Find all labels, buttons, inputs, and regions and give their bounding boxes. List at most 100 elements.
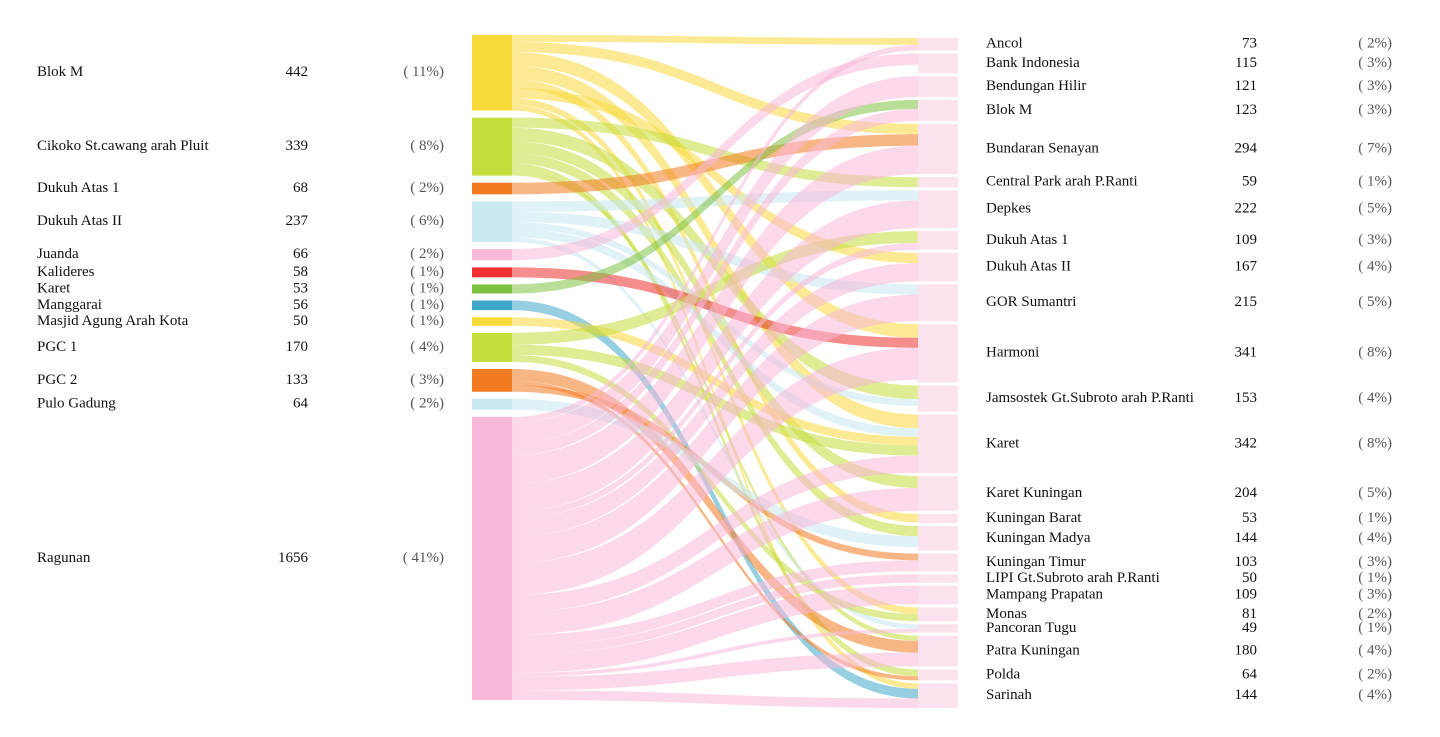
right-node — [918, 231, 958, 250]
link — [512, 574, 918, 655]
right-share: ( 4%) — [1358, 642, 1392, 658]
left-value: 56 — [293, 297, 309, 313]
link — [512, 488, 918, 635]
right-value: 53 — [1242, 510, 1257, 526]
right-name: Kuningan Barat — [986, 510, 1082, 526]
right-share: ( 8%) — [1358, 435, 1392, 451]
right-name: Patra Kuningan — [986, 642, 1080, 658]
right-node — [918, 526, 958, 551]
link — [512, 242, 918, 519]
left-value: 58 — [293, 264, 308, 280]
right-node — [918, 574, 958, 583]
right-name: Mampang Prapatan — [986, 587, 1104, 603]
link — [512, 108, 918, 456]
right-node — [918, 190, 958, 229]
right-name: GOR Sumantri — [986, 294, 1076, 310]
link — [512, 76, 918, 444]
right-value: 144 — [1235, 687, 1258, 703]
right-name: LIPI Gt.Subroto arah P.Ranti — [986, 570, 1160, 586]
right-share: ( 7%) — [1358, 140, 1392, 156]
left-value: 339 — [286, 138, 309, 154]
left-node — [472, 201, 512, 242]
right-value: 123 — [1235, 102, 1258, 118]
right-value: 167 — [1235, 259, 1258, 275]
right-value: 109 — [1235, 587, 1258, 603]
left-node — [472, 267, 512, 278]
right-name: Harmoni — [986, 345, 1039, 361]
left-value: 133 — [286, 372, 309, 388]
right-share: ( 4%) — [1358, 390, 1392, 406]
right-name: Sarinah — [986, 687, 1032, 703]
right-node — [918, 476, 958, 511]
right-value: 180 — [1235, 642, 1258, 658]
right-name: Ancol — [986, 36, 1023, 52]
left-name: Masjid Agung Arah Kota — [37, 313, 189, 329]
left-value: 66 — [293, 246, 309, 262]
right-share: ( 4%) — [1358, 259, 1392, 275]
right-name: Bank Indonesia — [986, 55, 1080, 71]
left-name: Dukuh Atas 1 — [37, 180, 120, 196]
right-node — [918, 513, 958, 524]
right-name: Dukuh Atas II — [986, 259, 1071, 275]
right-node — [918, 669, 958, 681]
right-node — [918, 385, 958, 412]
right-share: ( 3%) — [1358, 102, 1392, 118]
link — [512, 585, 918, 673]
left-node — [472, 332, 512, 362]
right-name: Dukuh Atas 1 — [986, 232, 1069, 248]
right-share: ( 3%) — [1358, 55, 1392, 71]
left-share: ( 1%) — [410, 297, 444, 313]
left-share: ( 2%) — [410, 396, 444, 412]
left-node — [472, 117, 512, 176]
right-node — [918, 284, 958, 322]
right-value: 341 — [1235, 345, 1258, 361]
left-name: PGC 2 — [37, 372, 77, 388]
right-share: ( 2%) — [1358, 606, 1392, 622]
left-share: ( 11%) — [403, 64, 444, 80]
link — [512, 41, 918, 135]
right-share: ( 5%) — [1358, 294, 1392, 310]
right-node — [918, 76, 958, 97]
left-node — [472, 182, 512, 195]
right-name: Blok M — [986, 102, 1032, 118]
link — [512, 690, 918, 708]
right-name: Kuningan Madya — [986, 530, 1091, 546]
nodes — [472, 35, 958, 708]
right-name: Bendungan Hilir — [986, 78, 1086, 94]
right-value: 294 — [1235, 140, 1258, 156]
left-share: ( 3%) — [410, 372, 444, 388]
right-name: Polda — [986, 666, 1021, 682]
left-share: ( 41%) — [403, 550, 444, 566]
right-share: ( 4%) — [1358, 530, 1392, 546]
right-share: ( 8%) — [1358, 345, 1392, 361]
right-share: ( 2%) — [1358, 36, 1392, 52]
right-value: 222 — [1235, 201, 1258, 217]
right-value: 81 — [1242, 606, 1257, 622]
labels: Blok M 442 ( 11%) Cikoko St.cawang arah Plu… — [37, 36, 1392, 703]
right-name: Kuningan Timur — [986, 554, 1086, 570]
left-name: Kalideres — [37, 264, 95, 280]
link — [512, 263, 918, 537]
left-share: ( 2%) — [410, 180, 444, 196]
link — [512, 652, 918, 691]
right-name: Karet — [986, 435, 1020, 451]
link — [512, 145, 918, 484]
link — [512, 99, 918, 294]
link — [512, 628, 918, 677]
right-node — [918, 252, 958, 282]
left-value: 50 — [293, 313, 308, 329]
right-name: Bundaran Senayan — [986, 140, 1099, 156]
right-value: 115 — [1235, 55, 1257, 71]
right-value: 121 — [1235, 78, 1258, 94]
left-value: 1656 — [278, 550, 309, 566]
left-node — [472, 317, 512, 326]
left-value: 68 — [293, 180, 308, 196]
right-node — [918, 414, 958, 474]
link — [512, 560, 918, 646]
link — [512, 354, 918, 622]
right-share: ( 1%) — [1358, 510, 1392, 526]
left-node — [472, 249, 512, 261]
left-share: ( 1%) — [410, 264, 444, 280]
right-node — [918, 553, 958, 572]
